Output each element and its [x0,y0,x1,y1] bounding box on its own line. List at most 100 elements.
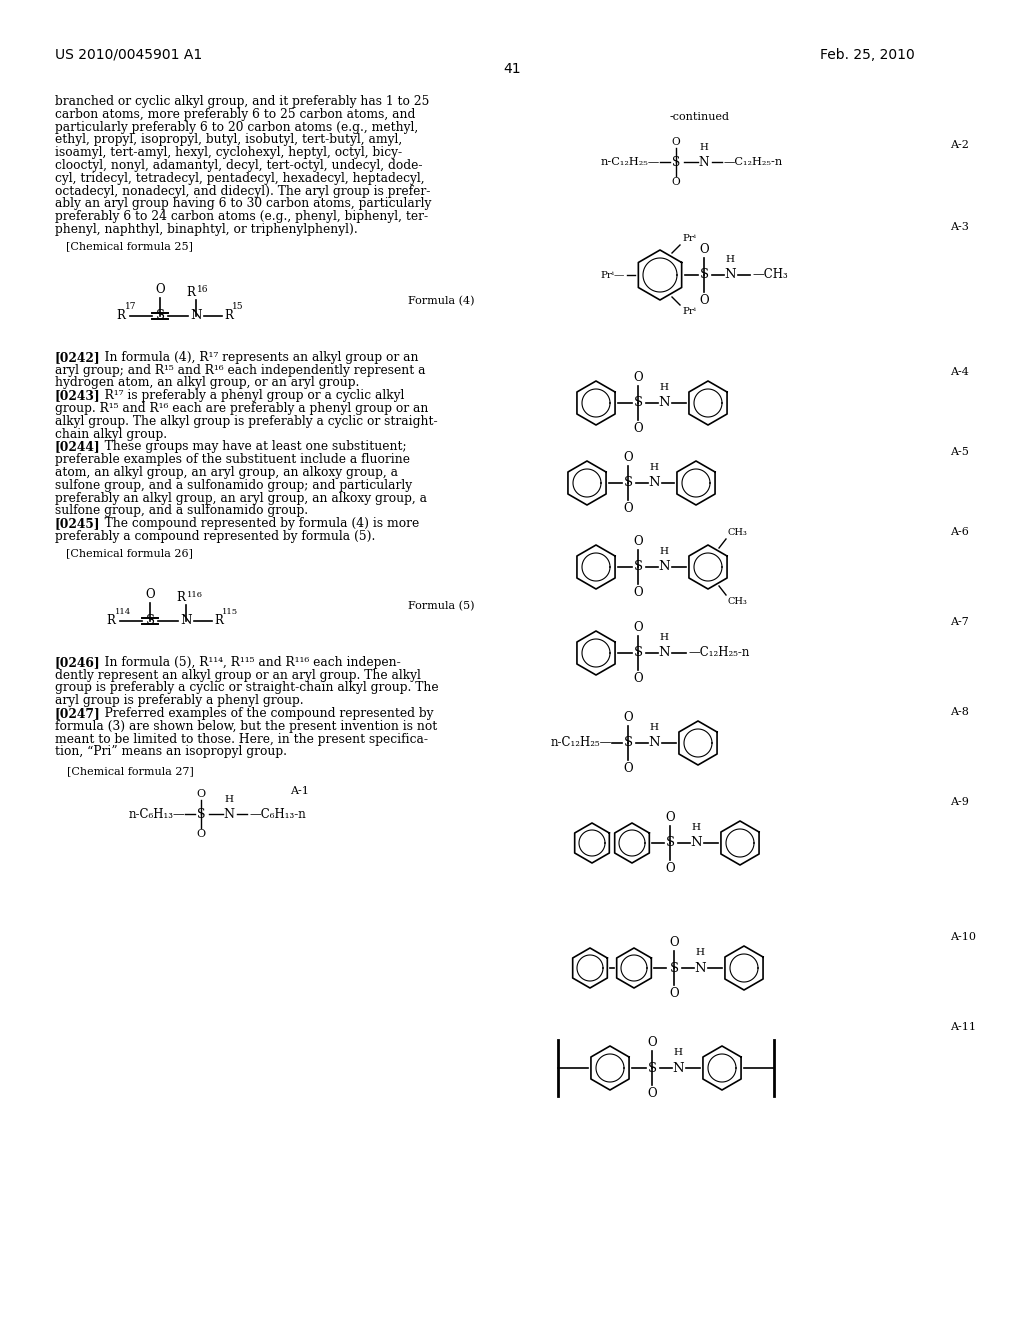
Text: [0245]: [0245] [55,517,100,531]
Text: O: O [633,371,643,384]
Text: A-8: A-8 [950,708,969,717]
Text: A-2: A-2 [950,140,969,150]
Text: R: R [224,309,232,322]
Text: A-9: A-9 [950,797,969,807]
Text: particularly preferably 6 to 20 carbon atoms (e.g., methyl,: particularly preferably 6 to 20 carbon a… [55,120,418,133]
Text: N: N [190,309,202,322]
Text: 115: 115 [222,607,239,616]
Text: 17: 17 [125,302,136,310]
Text: O: O [633,672,643,685]
Text: O: O [624,762,633,775]
Text: branched or cyclic alkyl group, and it preferably has 1 to 25: branched or cyclic alkyl group, and it p… [55,95,429,108]
Text: alkyl group. The alkyl group is preferably a cyclic or straight-: alkyl group. The alkyl group is preferab… [55,414,437,428]
Text: O: O [197,789,206,799]
Text: H: H [659,546,669,556]
Text: N: N [223,808,234,821]
Text: S: S [634,647,643,660]
Text: S: S [672,156,680,169]
Text: ably an aryl group having 6 to 30 carbon atoms, particularly: ably an aryl group having 6 to 30 carbon… [55,198,431,210]
Text: formula (3) are shown below, but the present invention is not: formula (3) are shown below, but the pre… [55,719,437,733]
Text: O: O [670,936,679,949]
Text: O: O [666,862,675,875]
Text: H: H [699,143,709,152]
Text: —CH₃: —CH₃ [752,268,787,281]
Text: CH₃: CH₃ [728,528,748,537]
Text: Formula (4): Formula (4) [409,296,475,306]
Text: The compound represented by formula (4) is more: The compound represented by formula (4) … [93,517,419,531]
Text: A-10: A-10 [950,932,976,942]
Text: These groups may have at least one substituent;: These groups may have at least one subst… [93,441,407,453]
Text: phenyl, naphthyl, binaphtyl, or triphenylphenyl).: phenyl, naphthyl, binaphtyl, or tripheny… [55,223,357,236]
Text: O: O [633,620,643,634]
Text: R: R [116,309,125,322]
Text: tion, “Pri” means an isopropyl group.: tion, “Pri” means an isopropyl group. [55,746,287,759]
Text: S: S [197,808,205,821]
Text: S: S [699,268,709,281]
Text: N: N [672,1061,684,1074]
Text: Formula (5): Formula (5) [409,601,475,611]
Text: H: H [224,795,233,804]
Text: isoamyl, tert-amyl, hexyl, cyclohexyl, heptyl, octyl, bicy-: isoamyl, tert-amyl, hexyl, cyclohexyl, h… [55,147,402,160]
Text: 16: 16 [197,285,209,294]
Text: aryl group; and R¹⁵ and R¹⁶ each independently represent a: aryl group; and R¹⁵ and R¹⁶ each indepen… [55,363,426,376]
Text: 41: 41 [503,62,521,77]
Text: [0244]: [0244] [55,441,100,453]
Text: O: O [647,1036,656,1049]
Text: O: O [145,587,155,601]
Text: Prⁱ—: Prⁱ— [601,271,625,280]
Text: A-1: A-1 [291,787,309,796]
Text: In formula (4), R¹⁷ represents an alkyl group or an: In formula (4), R¹⁷ represents an alkyl … [93,351,419,364]
Text: N: N [658,647,670,660]
Text: clooctyl, nonyl, adamantyl, decyl, tert-octyl, undecyl, dode-: clooctyl, nonyl, adamantyl, decyl, tert-… [55,158,423,172]
Text: [0246]: [0246] [55,656,100,669]
Text: hydrogen atom, an alkyl group, or an aryl group.: hydrogen atom, an alkyl group, or an ary… [55,376,359,389]
Text: —C₆H₁₃-n: —C₆H₁₃-n [249,808,306,821]
Text: In formula (5), R¹¹⁴, R¹¹⁵ and R¹¹⁶ each indepen-: In formula (5), R¹¹⁴, R¹¹⁵ and R¹¹⁶ each… [93,656,400,669]
Text: N: N [658,396,670,409]
Text: N: N [648,737,659,750]
Text: R: R [186,286,195,298]
Text: S: S [670,961,679,974]
Text: n-C₁₂H₂₅—: n-C₁₂H₂₅— [601,157,660,168]
Text: Preferred examples of the compound represented by: Preferred examples of the compound repre… [93,708,433,719]
Text: —C₁₂H₂₅-n: —C₁₂H₂₅-n [688,647,750,660]
Text: [0242]: [0242] [55,351,100,364]
Text: H: H [649,463,658,473]
Text: —C₁₂H₂₅-n: —C₁₂H₂₅-n [724,157,783,168]
Text: cyl, tridecyl, tetradecyl, pentadecyl, hexadecyl, heptadecyl,: cyl, tridecyl, tetradecyl, pentadecyl, h… [55,172,425,185]
Text: preferable examples of the substituent include a fluorine: preferable examples of the substituent i… [55,453,410,466]
Text: preferably an alkyl group, an aryl group, an alkoxy group, a: preferably an alkyl group, an aryl group… [55,491,427,504]
Text: preferably a compound represented by formula (5).: preferably a compound represented by for… [55,531,376,543]
Text: Prⁱ: Prⁱ [682,234,696,243]
Text: O: O [624,711,633,723]
Text: ethyl, propyl, isopropyl, butyl, isobutyl, tert-butyl, amyl,: ethyl, propyl, isopropyl, butyl, isobuty… [55,133,402,147]
Text: H: H [695,948,705,957]
Text: [Chemical formula 25]: [Chemical formula 25] [67,240,194,251]
Text: [Chemical formula 26]: [Chemical formula 26] [67,548,194,558]
Text: N: N [180,614,191,627]
Text: group. R¹⁵ and R¹⁶ each are preferably a phenyl group or an: group. R¹⁵ and R¹⁶ each are preferably a… [55,403,428,414]
Text: 116: 116 [187,591,203,599]
Text: group is preferably a cyclic or straight-chain alkyl group. The: group is preferably a cyclic or straight… [55,681,438,694]
Text: carbon atoms, more preferably 6 to 25 carbon atoms, and: carbon atoms, more preferably 6 to 25 ca… [55,108,416,121]
Text: O: O [633,586,643,599]
Text: [Chemical formula 27]: [Chemical formula 27] [67,766,194,776]
Text: octadecyl, nonadecyl, and didecyl). The aryl group is prefer-: octadecyl, nonadecyl, and didecyl). The … [55,185,430,198]
Text: H: H [649,723,658,733]
Text: S: S [666,837,675,850]
Text: O: O [666,810,675,824]
Text: 15: 15 [232,302,244,310]
Text: N: N [724,268,736,281]
Text: H: H [659,383,669,392]
Text: S: S [624,477,633,490]
Text: O: O [672,177,680,187]
Text: O: O [624,502,633,515]
Text: A-6: A-6 [950,527,969,537]
Text: O: O [156,282,165,296]
Text: S: S [634,561,643,573]
Text: [0247]: [0247] [55,708,100,719]
Text: A-7: A-7 [950,616,969,627]
Text: sulfone group, and a sulfonamido group.: sulfone group, and a sulfonamido group. [55,504,308,517]
Text: O: O [633,535,643,548]
Text: A-5: A-5 [950,447,969,457]
